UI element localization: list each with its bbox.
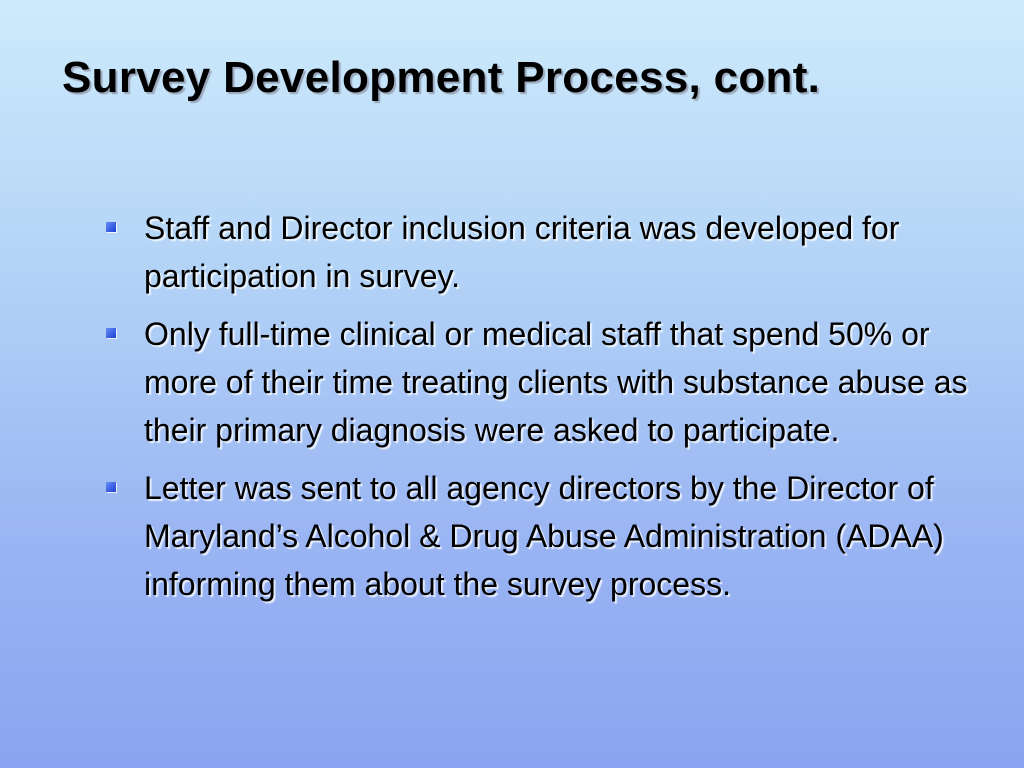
bullet-text: Only full-time clinical or medical staff… (144, 316, 968, 448)
square-bullet-icon (106, 328, 116, 338)
bullet-item-2: Only full-time clinical or medical staff… (104, 310, 994, 454)
bullet-item-3: Letter was sent to all agency directors … (104, 464, 994, 608)
square-bullet-icon (106, 222, 116, 232)
bullet-text: Staff and Director inclusion criteria wa… (144, 210, 900, 294)
square-bullet-icon (106, 482, 116, 492)
bullet-item-1: Staff and Director inclusion criteria wa… (104, 204, 994, 300)
slide-title: Survey Development Process, cont. (62, 53, 821, 102)
bullet-text: Letter was sent to all agency directors … (144, 470, 944, 602)
bullet-list: Staff and Director inclusion criteria wa… (104, 204, 994, 618)
